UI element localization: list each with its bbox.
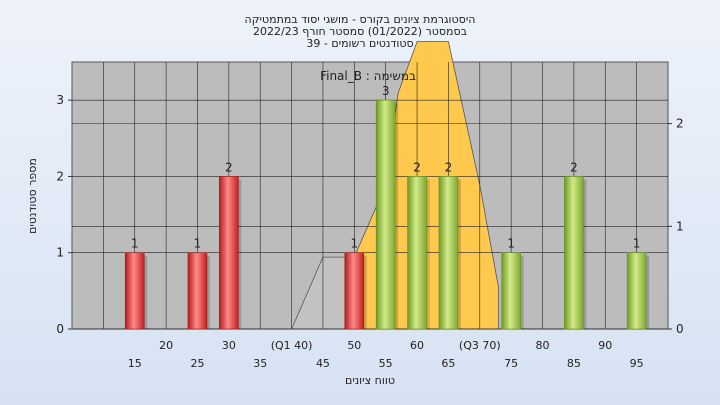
bar-85 xyxy=(564,176,584,330)
y2-tick-label: 1 xyxy=(676,219,684,233)
bar-65 xyxy=(438,176,459,330)
bar-25 xyxy=(187,252,208,330)
x-tick-label: 75 xyxy=(504,357,518,370)
bar-value-label: 2 xyxy=(225,160,233,174)
x-tick-label: 30 xyxy=(222,339,236,352)
y-tick-label: 2 xyxy=(56,169,64,183)
x-tick-label: 55 xyxy=(379,357,393,370)
bar-value-label: 3 xyxy=(382,84,390,98)
bar-15 xyxy=(124,252,145,330)
bar-value-label: 2 xyxy=(570,160,578,174)
bars-layer: 1 1 2 1 3 2 2 1 2 1 xyxy=(124,84,650,330)
x-tick-label: 25 xyxy=(190,357,204,370)
x-tick-label: 95 xyxy=(630,357,644,370)
bar-60 xyxy=(407,176,427,330)
x-tick-label: (Q3 70) xyxy=(459,339,501,352)
bar-value-label: 2 xyxy=(445,160,453,174)
x-tick-label: 45 xyxy=(316,357,330,370)
legend-label: Final_B : במשימה xyxy=(320,69,416,83)
bar-55 xyxy=(375,99,396,330)
x-tick-label: 60 xyxy=(410,339,424,352)
y-tick-label: 0 xyxy=(56,322,64,336)
bar-30 xyxy=(219,176,239,330)
bar-value-label: 1 xyxy=(350,237,358,251)
y-tick-label: 1 xyxy=(56,246,64,260)
x-tick-label: (Q1 40) xyxy=(271,339,313,352)
x-tick-label: 85 xyxy=(567,357,581,370)
bar-95 xyxy=(626,252,647,330)
y2-tick-label: 2 xyxy=(676,117,684,131)
chart-title-line-3: סטודנטים רשומים - 39 xyxy=(306,37,414,50)
x-tick-label: 35 xyxy=(253,357,267,370)
x-tick-label: 50 xyxy=(347,339,361,352)
x-tick-label: 90 xyxy=(598,339,612,352)
x-tick-label: 15 xyxy=(128,357,142,370)
chart-title-line-2: בסמסטר (01/2022) סמסטר חורף 2022/23 xyxy=(253,25,467,38)
x-tick-label: 65 xyxy=(441,357,455,370)
y-tick-label: 3 xyxy=(56,93,64,107)
bar-value-label: 2 xyxy=(413,160,421,174)
x-axis-label: טווח ציונים xyxy=(345,374,395,387)
y-axis-label: מספר סטודנטים xyxy=(26,158,39,234)
bar-75 xyxy=(501,252,521,330)
bar-value-label: 1 xyxy=(131,237,139,251)
x-tick-label: 20 xyxy=(159,339,173,352)
bar-value-label: 1 xyxy=(633,237,641,251)
x-tick-label: 80 xyxy=(536,339,550,352)
chart-title-line-1: היסטוגרמת ציונים בקורס - מושגי יסוד במתמ… xyxy=(244,13,476,26)
bar-value-label: 1 xyxy=(507,237,515,251)
bar-value-label: 1 xyxy=(194,237,202,251)
y2-tick-label: 0 xyxy=(676,322,684,336)
bar-50 xyxy=(344,252,365,330)
